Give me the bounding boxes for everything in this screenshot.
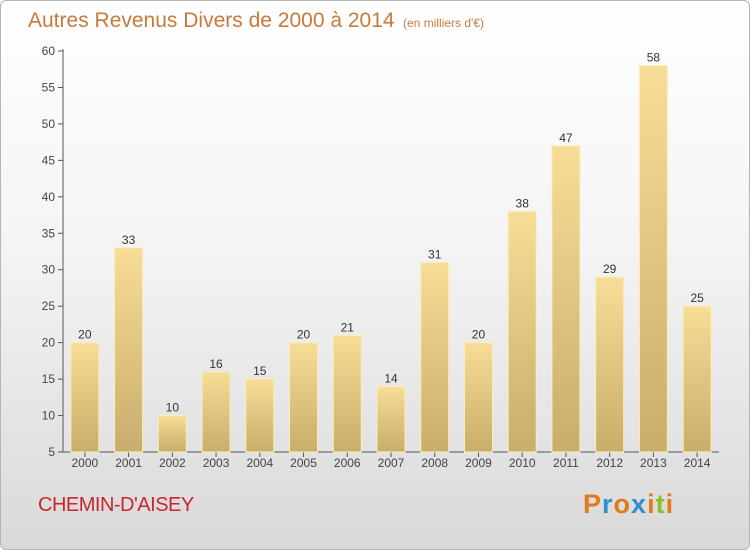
x-tick-label: 2010	[509, 456, 536, 470]
value-label: 58	[647, 51, 661, 65]
value-label: 31	[428, 247, 442, 261]
bar-2000	[70, 342, 100, 453]
y-tick-label: 5	[48, 445, 55, 459]
chart-title: Autres Revenus Divers de 2000 à 2014 (en…	[28, 9, 484, 33]
y-tick-label: 15	[42, 372, 56, 386]
logo-letter: P	[583, 489, 603, 519]
bar-2006	[332, 334, 362, 453]
value-label: 10	[166, 401, 180, 415]
y-tick-label: 30	[42, 263, 56, 277]
bar-2011	[551, 145, 581, 453]
logo-letter: i	[665, 489, 675, 519]
value-label: 25	[690, 291, 704, 305]
y-tick-label: 50	[42, 117, 56, 131]
logo-letter: x	[631, 489, 648, 519]
x-tick-label: 2003	[203, 456, 230, 470]
x-tick-label: 2007	[378, 456, 405, 470]
chart-title-unit: (en milliers d'€)	[403, 16, 484, 30]
y-tick-label: 20	[42, 336, 56, 350]
bar-2004	[245, 378, 275, 453]
x-tick-label: 2005	[290, 456, 317, 470]
x-tick-label: 2013	[640, 456, 667, 470]
x-tick-label: 2014	[684, 456, 711, 470]
bar-2014	[682, 305, 712, 453]
bar-2012	[595, 276, 625, 453]
value-label: 29	[603, 262, 617, 276]
bar-2009	[463, 342, 493, 453]
value-label: 21	[341, 320, 355, 334]
y-tick-label: 35	[42, 226, 56, 240]
logo-letter: r	[602, 489, 614, 519]
value-label: 20	[472, 328, 486, 342]
value-label: 47	[559, 131, 573, 145]
value-label: 33	[122, 233, 136, 247]
y-tick-label: 45	[42, 153, 56, 167]
proxiti-logo[interactable]: Proxiti	[583, 489, 674, 520]
bar-2013	[638, 65, 668, 453]
value-label: 20	[297, 328, 311, 342]
x-tick-label: 2009	[465, 456, 492, 470]
bar-2001	[114, 247, 144, 453]
y-tick-label: 25	[42, 299, 56, 313]
value-label: 38	[516, 196, 530, 210]
chart-labels: 20 33 10 16 15 20 21 14 31 20 38 47 29 58 25	[78, 51, 704, 415]
commune-name: CHEMIN-D'AISEY	[38, 494, 194, 516]
logo-letter: t	[655, 489, 666, 519]
y-tick-label: 60	[42, 44, 56, 58]
y-tick-label: 10	[42, 409, 56, 423]
bar-2003	[201, 371, 231, 453]
x-tick-label: 2006	[334, 456, 361, 470]
bar-2002	[157, 415, 187, 453]
x-tick-label: 2002	[159, 456, 186, 470]
bar-2005	[289, 342, 319, 453]
logo-letter: i	[647, 489, 656, 519]
x-tick-label: 2000	[72, 456, 99, 470]
y-tick-label: 40	[42, 190, 56, 204]
chart-title-text: Autres Revenus Divers de 2000 à 2014	[28, 9, 395, 32]
value-label: 16	[209, 357, 223, 371]
x-tick-label: 2011	[553, 456, 579, 470]
value-label: 14	[384, 371, 398, 385]
bar-2010	[507, 210, 537, 453]
value-label: 15	[253, 364, 267, 378]
chart-bars	[70, 65, 712, 453]
x-tick-label: 2008	[421, 456, 448, 470]
x-tick-label: 2004	[246, 456, 273, 470]
y-tick-label: 55	[42, 80, 56, 94]
x-tick-label: 2001	[115, 456, 142, 470]
logo-letter: o	[613, 489, 632, 519]
x-tick-label: 2012	[596, 456, 623, 470]
value-label: 20	[78, 328, 92, 342]
bar-2007	[376, 385, 406, 453]
bar-2008	[420, 261, 450, 453]
